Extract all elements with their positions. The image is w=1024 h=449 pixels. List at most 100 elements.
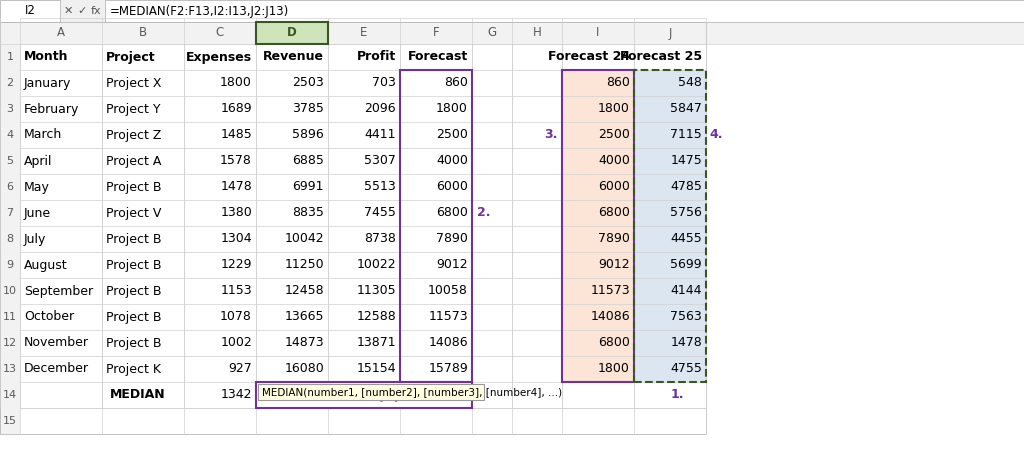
Text: Month: Month [24,50,69,63]
Text: 7890: 7890 [598,233,630,246]
Bar [328,174,400,200]
Text: A: A [57,26,65,40]
Text: 1153: 1153 [220,285,252,298]
Bar [0,356,20,382]
Bar [184,200,256,226]
Bar [102,304,184,330]
Text: 1478: 1478 [671,336,702,349]
Text: 13: 13 [3,364,17,374]
Bar [472,96,512,122]
Text: ,: , [337,388,341,401]
Text: 16080: 16080 [285,362,324,375]
Bar [20,304,102,330]
Bar [0,382,20,408]
Text: 13871: 13871 [356,336,396,349]
Text: I: I [596,26,600,40]
Text: 1475: 1475 [671,154,702,167]
Bar [512,278,562,304]
Bar [102,356,184,382]
Text: 1.: 1. [671,388,684,401]
Text: January: January [24,76,72,89]
Text: October: October [24,311,74,323]
Bar [258,384,484,400]
Bar [0,304,20,330]
Text: 12458: 12458 [285,285,324,298]
Text: 6: 6 [6,182,13,192]
Text: 8: 8 [6,234,13,244]
Bar [400,278,472,304]
Bar [102,226,184,252]
Bar [20,278,102,304]
Text: fx: fx [91,6,101,16]
Bar [328,356,400,382]
Text: Project X: Project X [106,76,162,89]
Text: 2500: 2500 [436,128,468,141]
Text: I2:I13: I2:I13 [342,388,378,401]
Text: ✓: ✓ [78,6,87,16]
Bar [256,22,328,44]
Text: September: September [24,285,93,298]
Bar [512,174,562,200]
Text: 5307: 5307 [365,154,396,167]
Bar [562,70,634,96]
Text: Project B: Project B [106,180,162,194]
Bar [472,252,512,278]
Text: 11305: 11305 [356,285,396,298]
Bar [562,148,634,174]
Text: 1800: 1800 [220,76,252,89]
Bar [328,330,400,356]
Bar [20,96,102,122]
Text: 1304: 1304 [220,233,252,246]
Text: 6000: 6000 [436,180,468,194]
Text: Project A: Project A [106,154,162,167]
Bar [562,252,634,278]
Bar [102,278,184,304]
Text: July: July [24,233,46,246]
Bar [0,22,706,434]
Bar [102,70,184,96]
Text: 7455: 7455 [365,207,396,220]
Text: 1342: 1342 [220,388,252,401]
Text: Forecast: Forecast [408,50,468,63]
Text: 4411: 4411 [365,128,396,141]
Bar [102,148,184,174]
Bar [20,252,102,278]
Bar [634,278,706,304]
Bar [0,96,20,122]
Text: May: May [24,180,50,194]
Bar [512,304,562,330]
Text: 5847: 5847 [670,102,702,115]
Bar [102,382,184,408]
Text: Project K: Project K [106,362,161,375]
Bar [184,70,256,96]
Bar [256,278,328,304]
Bar [0,122,20,148]
Text: 5896: 5896 [292,128,324,141]
Text: 4000: 4000 [598,154,630,167]
Text: G: G [487,26,497,40]
Text: 2500: 2500 [598,128,630,141]
Bar [256,304,328,330]
Text: 4: 4 [6,130,13,140]
Bar [256,252,328,278]
Bar [0,330,20,356]
Text: 2: 2 [6,78,13,88]
Text: ,: , [376,388,380,401]
Text: 6800: 6800 [436,207,468,220]
Text: 10042: 10042 [285,233,324,246]
Text: 9012: 9012 [436,259,468,272]
Text: 14086: 14086 [591,311,630,323]
Text: 8835: 8835 [292,207,324,220]
Bar [400,304,472,330]
Text: Profit: Profit [356,50,396,63]
Bar [0,278,20,304]
Text: 5: 5 [6,156,13,166]
Text: 3785: 3785 [292,102,324,115]
Bar [400,70,472,96]
Bar [20,200,102,226]
Bar [20,174,102,200]
Bar [328,304,400,330]
Bar [184,174,256,200]
Bar [184,148,256,174]
Text: 15154: 15154 [356,362,396,375]
